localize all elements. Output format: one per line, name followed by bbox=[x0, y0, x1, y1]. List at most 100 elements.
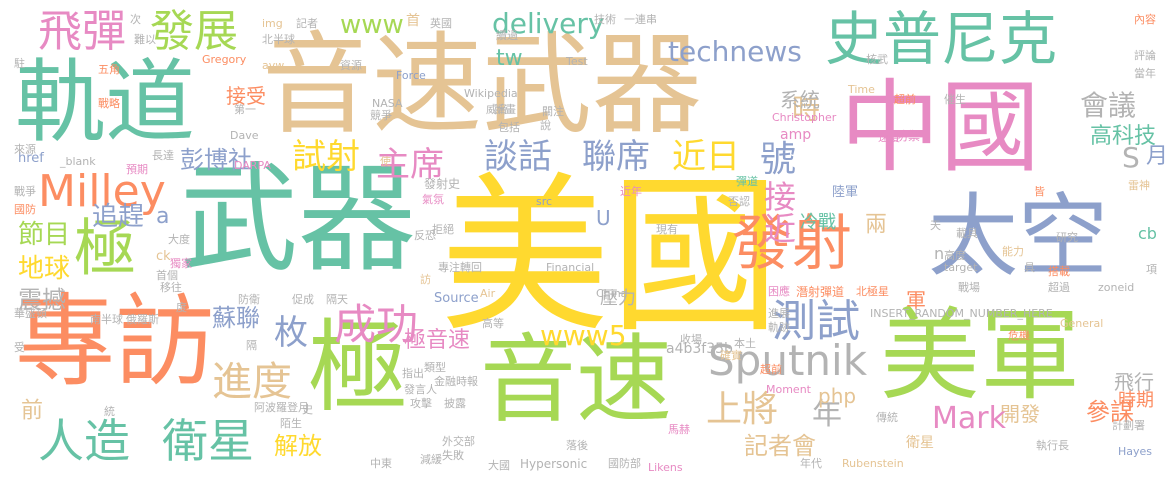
cloud-word: 雷神 bbox=[1128, 179, 1150, 192]
cloud-word: 受 bbox=[14, 341, 25, 354]
cloud-word: Time bbox=[848, 83, 875, 96]
cloud-word: Hypersonic bbox=[520, 457, 588, 471]
cloud-word: 壓力 bbox=[600, 288, 636, 309]
cloud-word: 飛行 bbox=[1114, 370, 1154, 394]
cloud-word: 戰場 bbox=[958, 281, 980, 294]
cloud-word: delivery bbox=[492, 7, 605, 40]
cloud-word: 俄羅斯 bbox=[126, 313, 159, 326]
cloud-word: 移往 bbox=[160, 281, 182, 294]
cloud-word: 失敗 bbox=[442, 449, 464, 462]
cloud-word: INSERT_RANDOM_NUMBER_HERE bbox=[870, 307, 1053, 320]
cloud-word: 彈道 bbox=[736, 175, 758, 188]
cloud-word: 速度 bbox=[878, 131, 900, 144]
cloud-word: a4b3f35b bbox=[666, 341, 733, 357]
cloud-word: 威脅 bbox=[486, 103, 508, 116]
cloud-word: 極 bbox=[63, 215, 136, 277]
cloud-word: 超前 bbox=[760, 363, 782, 376]
cloud-word: 震撼 bbox=[18, 286, 66, 314]
cloud-word: 阿波羅登月 bbox=[254, 401, 309, 414]
cloud-word: 外交部 bbox=[442, 435, 475, 448]
cloud-word: 上將 bbox=[706, 389, 779, 430]
cloud-word: Sputnik bbox=[708, 336, 868, 385]
cloud-word: Source bbox=[434, 291, 479, 306]
cloud-word: 能力 bbox=[1002, 245, 1024, 258]
cloud-word: 五角 bbox=[98, 63, 120, 76]
cloud-word: 美國 bbox=[440, 158, 781, 356]
cloud-word: target bbox=[944, 261, 978, 274]
cloud-word: _blank bbox=[60, 155, 96, 168]
cloud-word: 計畫 bbox=[494, 103, 516, 116]
cloud-word: 陌生 bbox=[280, 417, 302, 430]
cloud-word: 資源 bbox=[340, 59, 362, 72]
cloud-word: 首 bbox=[406, 13, 420, 29]
cloud-word: 駐 bbox=[14, 57, 25, 70]
cloud-word: 試射 bbox=[292, 137, 360, 177]
cloud-word: 系統 bbox=[780, 88, 820, 112]
cloud-word: 時期 bbox=[1118, 390, 1154, 411]
cloud-word: 蘇聯 bbox=[212, 304, 260, 332]
cloud-word: 大度 bbox=[168, 233, 190, 246]
cloud-word: 國防部 bbox=[608, 457, 641, 470]
cloud-word: 史普尼克 bbox=[825, 5, 1058, 73]
cloud-word: 節目 bbox=[18, 220, 71, 250]
cloud-word: 潛射彈道 bbox=[796, 285, 845, 299]
cloud-word: 太空 bbox=[928, 184, 1108, 289]
cloud-word: 大國 bbox=[488, 459, 510, 472]
cloud-word: 號 bbox=[760, 139, 797, 180]
cloud-word: 國防 bbox=[14, 203, 36, 216]
cloud-word: 陸軍 bbox=[832, 185, 859, 200]
cloud-word: 英國 bbox=[430, 17, 452, 30]
cloud-word: 近年 bbox=[620, 185, 642, 198]
cloud-word: 年 bbox=[812, 397, 842, 432]
cloud-word: 接近 bbox=[759, 180, 797, 244]
cloud-word: 軍 bbox=[906, 288, 926, 312]
cloud-word: 接受 bbox=[226, 84, 266, 108]
cloud-word: Milley bbox=[38, 166, 166, 217]
cloud-word: 減緩 bbox=[420, 453, 442, 466]
cloud-word: 拒絕 bbox=[432, 223, 454, 236]
cloud-word: avw bbox=[262, 59, 285, 72]
cloud-word: img bbox=[262, 17, 283, 30]
cloud-word: 天 bbox=[930, 219, 941, 232]
cloud-word: 發射史 bbox=[424, 177, 461, 191]
cloud-word: 超前 bbox=[894, 93, 916, 106]
cloud-word: 中東 bbox=[370, 457, 392, 470]
cloud-word: 本土 bbox=[734, 337, 756, 350]
cloud-word: Mark bbox=[932, 401, 1006, 436]
cloud-word: 時 bbox=[788, 94, 821, 122]
cloud-word: 載具 bbox=[956, 227, 978, 240]
cloud-word: 進度 bbox=[212, 359, 292, 405]
cloud-word: Dave bbox=[230, 129, 259, 142]
cloud-word: 收場 bbox=[680, 333, 702, 346]
cloud-word: 史 bbox=[302, 403, 313, 416]
cloud-word: 兩 bbox=[861, 212, 886, 234]
cloud-word: Wikipedia bbox=[464, 87, 518, 100]
cloud-word: 地球 bbox=[18, 254, 71, 284]
cloud-word: 高科技 bbox=[1090, 124, 1157, 149]
cloud-word: 武器 bbox=[180, 150, 417, 288]
cloud-word: Rubenstein bbox=[842, 457, 904, 470]
cloud-word: 統 bbox=[104, 405, 115, 418]
cloud-word: n bbox=[934, 244, 945, 263]
cloud-word: Hayes bbox=[1118, 445, 1153, 458]
cloud-word: www5 bbox=[540, 319, 627, 352]
cloud-word: 音速武器 bbox=[262, 21, 702, 149]
cloud-word: 防禦 bbox=[896, 129, 921, 143]
cloud-word: 類型 bbox=[424, 361, 446, 374]
cloud-word: 具 bbox=[1024, 261, 1035, 274]
cloud-word: 北極星 bbox=[856, 285, 889, 298]
cloud-word: 專訪 bbox=[15, 283, 215, 400]
cloud-word: a bbox=[156, 204, 170, 229]
cloud-word: 傳統 bbox=[876, 411, 898, 424]
cloud-word: 隔天 bbox=[326, 293, 348, 306]
cloud-word: 衛星 bbox=[162, 414, 254, 468]
cloud-word: 促成 bbox=[292, 293, 314, 306]
cloud-word: 高度 bbox=[944, 249, 966, 262]
cloud-word: 發言人 bbox=[404, 383, 437, 396]
cloud-word: ck bbox=[156, 249, 171, 264]
cloud-word: 首個 bbox=[156, 269, 178, 282]
cloud-word: 催生 bbox=[944, 93, 966, 106]
cloud-word: Force bbox=[396, 69, 426, 82]
cloud-word: Test bbox=[566, 55, 588, 68]
cloud-word: 成功 bbox=[334, 300, 419, 349]
